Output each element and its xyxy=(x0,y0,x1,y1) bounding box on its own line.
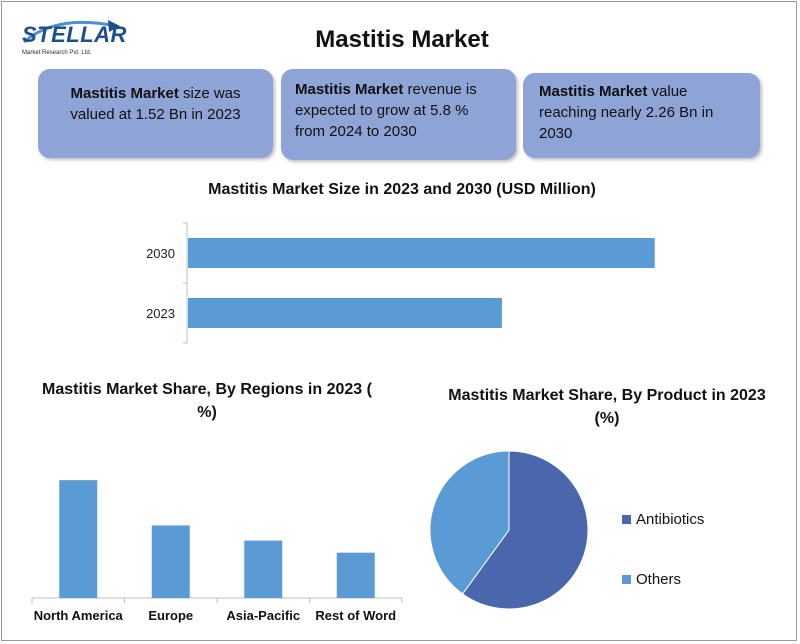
product-chart-title: Mastitis Market Share, By Product in 202… xyxy=(448,387,766,428)
bar-north-america xyxy=(59,480,98,598)
card-text: value reaching nearly 2.26 Bn in 2030 xyxy=(539,83,714,142)
bar-asia-pacific xyxy=(244,540,283,598)
card-bold: Mastitis Market xyxy=(539,83,648,100)
legend-swatch-others xyxy=(622,575,631,584)
logo-swoosh-icon xyxy=(23,20,120,44)
info-card-size: Mastitis Market size was valued at 1.52 … xyxy=(38,69,273,158)
x-tick-label: Europe xyxy=(148,608,193,623)
card-text: revenue is expected to grow at 5.8 % fro… xyxy=(295,81,477,140)
x-tick-label: North America xyxy=(34,608,124,623)
legend-others: Others xyxy=(622,571,681,588)
size-chart-title: Mastitis Market Size in 2023 and 2030 (U… xyxy=(208,181,596,198)
legend-label: Antibiotics xyxy=(636,511,705,528)
x-tick-label: Rest of Word xyxy=(315,608,396,623)
bar-europe xyxy=(151,525,190,598)
card-bold: Mastitis Market xyxy=(295,81,404,98)
bar-rest-of-word xyxy=(336,552,375,598)
logo-word: STELLAR xyxy=(22,22,127,47)
legend-label: Others xyxy=(636,571,682,588)
pie-slice-others xyxy=(429,450,510,595)
bar-2030 xyxy=(188,238,655,268)
logo-subtitle: Market Research Pvt. Ltd. xyxy=(22,50,92,56)
y-tick-label: 2023 xyxy=(146,306,175,321)
info-card-growth: Mastitis Market revenue is expected to g… xyxy=(281,69,516,160)
info-card-value: Mastitis Market value reaching nearly 2.… xyxy=(523,73,760,158)
regions-bar-chart: North America Europe Asia-Pacific Rest of W… xyxy=(31,480,403,623)
x-tick-label: Asia-Pacific xyxy=(226,608,300,623)
card-text: size was valued at 1.52 Bn in 2023 xyxy=(70,85,241,123)
stellar-logo: STELLAR Market Research Pvt. Ltd. xyxy=(16,12,126,64)
y-tick-label: 2030 xyxy=(146,246,175,261)
page-title: Mastitis Market xyxy=(315,26,489,53)
size-bar-chart: 2030 2023 xyxy=(146,222,655,344)
legend-antibiotics: Antibiotics xyxy=(622,511,704,528)
bar-2023 xyxy=(188,298,502,328)
product-pie-chart xyxy=(429,450,589,610)
card-bold: Mastitis Market xyxy=(70,85,179,102)
legend-swatch-antibiotics xyxy=(622,515,631,524)
regions-chart-title: Mastitis Market Share, By Regions in 202… xyxy=(42,381,372,422)
pie-slice-antibiotics xyxy=(461,450,589,610)
